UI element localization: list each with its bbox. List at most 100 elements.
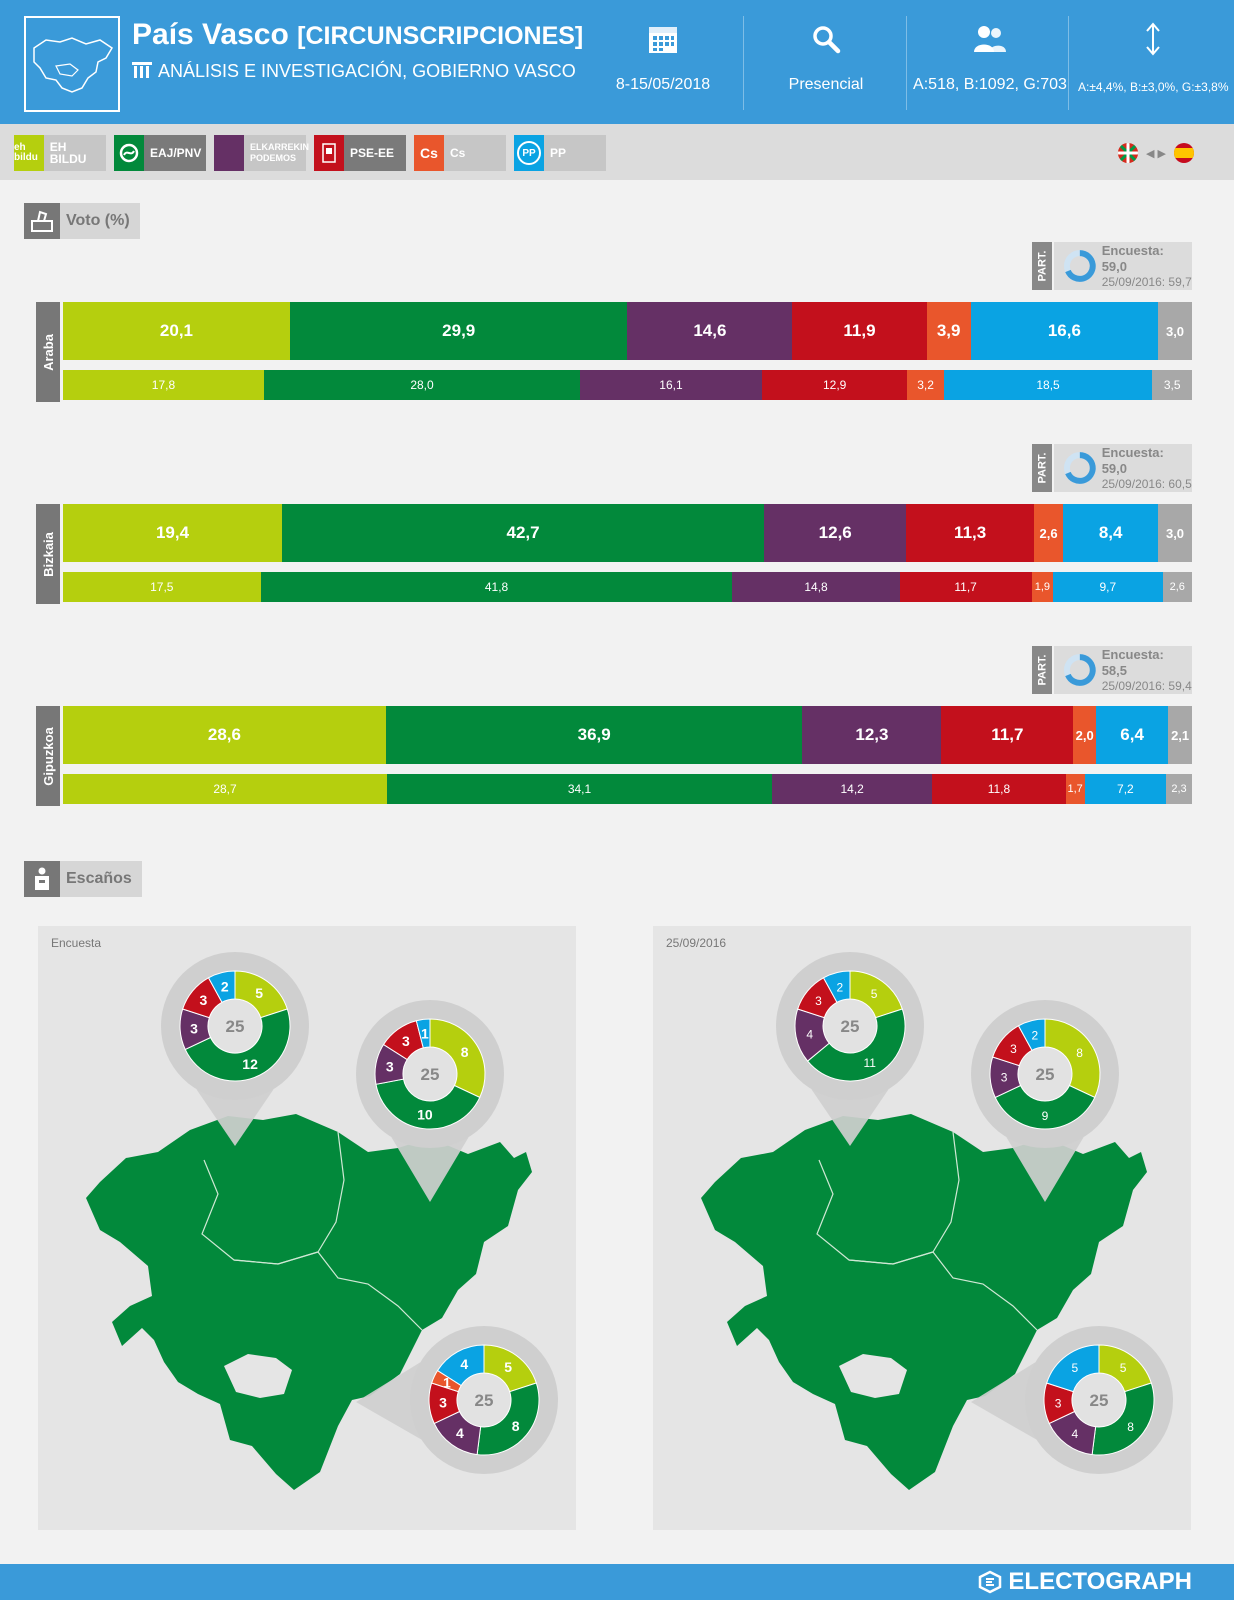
- bar-segment-pnv: 29,9: [289, 302, 628, 360]
- region-label-araba: Araba: [36, 302, 60, 402]
- seat-label-pp: 2: [1031, 1028, 1038, 1042]
- seat-label-pp: 2: [836, 980, 843, 994]
- seat-slice-pp: [1017, 1018, 1046, 1052]
- map-hole: [839, 1354, 907, 1398]
- seat-label-pse: 3: [439, 1395, 447, 1411]
- bar-segment-pp: 7,2: [1084, 774, 1166, 804]
- turnout-gauge-icon: [1063, 452, 1096, 484]
- bar-segment-pse: 11,9: [792, 302, 927, 360]
- legend-chip-pse-ee[interactable]: PSE-EE: [314, 135, 406, 171]
- page-title: País Vasco [CIRCUNSCRIPCIONES]: [132, 18, 584, 51]
- seat-label-pnv: 8: [512, 1418, 520, 1434]
- seat-label-podemos: 4: [806, 1028, 813, 1042]
- seat-label-bildu: 8: [461, 1044, 469, 1060]
- seat-label-pnv: 11: [864, 1056, 877, 1070]
- bar-segment-cs: 3,2: [907, 370, 944, 400]
- seat-total: 25: [1036, 1065, 1055, 1084]
- seat-label-pse: 3: [200, 992, 208, 1008]
- bar-segment-other: 2,1: [1168, 706, 1192, 764]
- turnout-previous: 25/09/2016: 59,4: [1101, 678, 1192, 693]
- territory-map: [701, 1114, 1147, 1490]
- seat-label-bildu: 5: [1120, 1361, 1127, 1375]
- legend-chip-eh-bildu[interactable]: eh bildu EH BILDU: [14, 135, 106, 171]
- bar-segment-cs: 1,7: [1065, 774, 1085, 804]
- bar-segment-other: 2,3: [1166, 774, 1192, 804]
- seat-label-pse: 3: [402, 1033, 410, 1049]
- bar-segment-bildu: 20,1: [63, 302, 290, 360]
- seat-label-pnv: 9: [1042, 1109, 1049, 1123]
- seat-label-pnv: 12: [242, 1056, 258, 1072]
- border-araba: [848, 1251, 1038, 1331]
- seat-label-podemos: 4: [456, 1425, 464, 1441]
- seat-label-pp: 5: [1072, 1361, 1079, 1375]
- seat-label-bildu: 5: [504, 1359, 512, 1375]
- seat-total: 25: [475, 1391, 494, 1410]
- poll-bar-araba: 20,1 29,9 14,6 11,9 3,9 16,6 3,0: [63, 302, 1192, 360]
- seats-panel-2016: 25/09/2016 5 11 4 3 2 25 8 9 3 3 2 25 5 8 4 3 5 25: [653, 926, 1191, 1530]
- footer: ELECTOGRAPH: [0, 1564, 1234, 1600]
- seat-label-pse: 3: [1055, 1397, 1062, 1411]
- pp-logo-icon: PP: [514, 135, 544, 171]
- seat-label-pp: 1: [421, 1025, 429, 1041]
- seat-label-bildu: 5: [871, 987, 878, 1001]
- seat-slice-pp: [207, 970, 236, 1004]
- seat-slice-pnv: [375, 1078, 481, 1130]
- party-legend: eh bildu EH BILDU EAJ/PNV ELKARREKIN POD…: [0, 124, 1234, 180]
- bar-segment-pp: 18,5: [943, 370, 1153, 400]
- eh-bildu-logo-icon: eh bildu: [14, 135, 44, 171]
- bar-segment-cs: 3,9: [926, 302, 971, 360]
- seat-label-pnv: 8: [1127, 1420, 1134, 1434]
- turnout-tag: PART.: [1032, 646, 1052, 694]
- seat-slice-bildu: [1044, 1018, 1101, 1099]
- panel-title: 25/09/2016: [666, 936, 727, 950]
- bar-segment-podemos: 14,6: [627, 302, 793, 360]
- legend-chip-cs[interactable]: Cs Cs: [414, 135, 506, 171]
- spanish-flag-icon[interactable]: [1174, 143, 1194, 163]
- seat-slice-pnv: [1091, 1382, 1155, 1456]
- eaj-pnv-logo-icon: [114, 135, 144, 171]
- bar-segment-pp: 8,4: [1063, 504, 1159, 562]
- bar-segment-pnv: 28,0: [263, 370, 581, 400]
- bar-segment-bildu: 19,4: [63, 504, 283, 562]
- turnout-previous: 25/09/2016: 59,7: [1101, 274, 1192, 289]
- bar-segment-bildu: 28,6: [63, 706, 386, 764]
- ballot-box-icon: [24, 203, 60, 239]
- bar-segment-podemos: 16,1: [580, 370, 762, 400]
- seat-label-pp: 2: [221, 978, 229, 994]
- seat-label-podemos: 4: [1072, 1427, 1079, 1441]
- legend-chip-eaj-pnv[interactable]: EAJ/PNV: [114, 135, 206, 171]
- basque-flag-icon[interactable]: [1118, 143, 1139, 163]
- seats-panel-poll: Encuesta 5 12 3 3 2 25 8 10 3 3 1 25 5 8 4 3 1 4 25: [38, 926, 576, 1530]
- map-hole: [224, 1354, 292, 1398]
- bar-segment-other: 3,0: [1158, 302, 1192, 360]
- legend-chip-elkarrekin-podemos[interactable]: ELKARREKIN PODEMOS: [214, 135, 309, 171]
- seat-label-bildu: 8: [1076, 1046, 1083, 1060]
- calendar-icon: [595, 18, 731, 60]
- turnout-poll: Encuesta: 58,5: [1101, 646, 1164, 678]
- language-arrows[interactable]: ◀ ▶: [1146, 147, 1166, 160]
- bar-segment-other: 3,0: [1158, 504, 1192, 562]
- language-switch[interactable]: ◀ ▶: [1118, 143, 1194, 163]
- previous-bar-gipuzkoa: 28,7 34,1 14,2 11,8 1,7 7,2 2,3: [63, 774, 1192, 804]
- podemos-logo-icon: [214, 135, 244, 171]
- turnout-tag: PART.: [1032, 444, 1052, 492]
- brand-logo: ELECTOGRAPH: [978, 1568, 1192, 1596]
- bar-segment-cs: 1,9: [1031, 572, 1054, 602]
- seat-label-podemos: 3: [190, 1021, 198, 1037]
- parliament-icon: [24, 861, 60, 897]
- vertical-arrows-icon: [1078, 18, 1228, 60]
- territory-map: [86, 1114, 532, 1490]
- electograph-logo-icon: [979, 1570, 1002, 1594]
- legend-chip-pp[interactable]: PP PP: [514, 135, 606, 171]
- seat-slice-pp: [415, 1018, 431, 1049]
- poll-bar-gipuzkoa: 28,6 36,9 12,3 11,7 2,0 6,4 2,1: [63, 706, 1192, 764]
- seat-label-pnv: 10: [417, 1107, 433, 1123]
- bar-segment-pse: 12,9: [761, 370, 908, 400]
- bar-segment-pnv: 36,9: [385, 706, 803, 764]
- bar-segment-pp: 16,6: [970, 302, 1159, 360]
- seat-total: 25: [841, 1017, 860, 1036]
- seat-slice-pp: [822, 970, 851, 1004]
- turnout-gauge-icon: [1063, 250, 1096, 282]
- previous-bar-bizkaia: 17,5 41,8 14,8 11,7 1,9 9,7 2,6: [63, 572, 1192, 602]
